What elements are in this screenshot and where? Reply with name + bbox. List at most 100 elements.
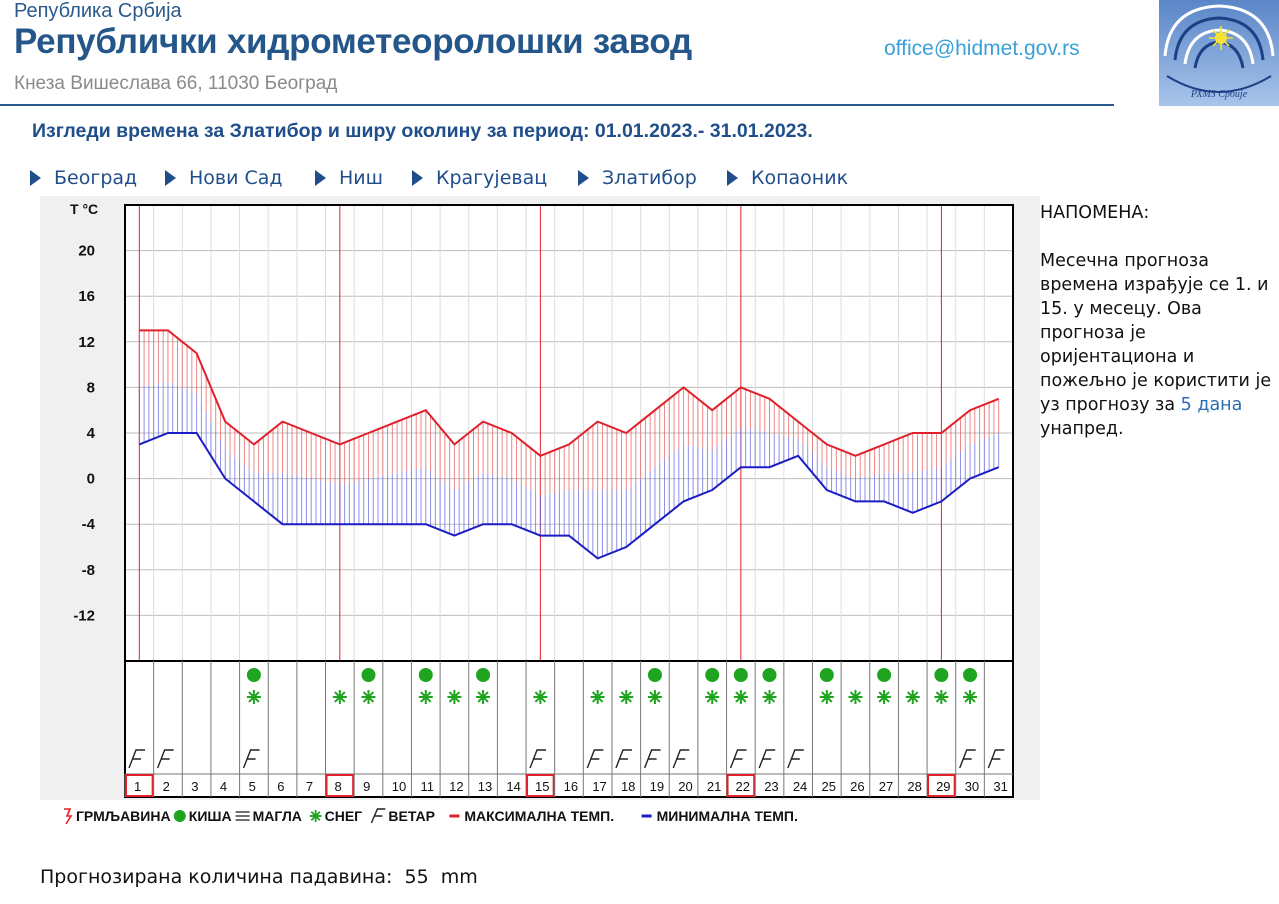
- five-day-forecast-link[interactable]: 5 дана: [1180, 395, 1243, 415]
- snow-ray: [706, 691, 718, 703]
- y-axis-label: T °C: [70, 201, 98, 217]
- y-tick-label: -12: [73, 607, 95, 624]
- snow-icon: [533, 690, 548, 704]
- snow-icon: [447, 690, 462, 704]
- x-tick-label: 18: [621, 779, 635, 794]
- snow-icon: [309, 810, 322, 822]
- chevron-right-icon: [315, 170, 326, 186]
- snow-icon: [361, 690, 376, 704]
- x-tick-label: 5: [249, 779, 256, 794]
- legend-label: МАКСИМАЛНА ТЕМП.: [464, 808, 614, 824]
- x-tick-label: 14: [506, 779, 520, 794]
- week-start-box: [325, 774, 355, 797]
- chevron-right-icon: [578, 170, 589, 186]
- snow-icon: [877, 690, 892, 704]
- x-tick-label: 4: [220, 779, 227, 794]
- snow-icon: [733, 690, 748, 704]
- snow-ray: [591, 691, 604, 703]
- x-tick-label: 25: [821, 779, 835, 794]
- x-tick-label: 22: [736, 779, 750, 794]
- header-divider: [0, 104, 1114, 106]
- x-tick-label: 3: [191, 779, 198, 794]
- y-tick-label: -8: [82, 562, 95, 579]
- snow-ray: [849, 691, 862, 703]
- day-axis: 1 2 3 4 5 6 7 8 9 10 11 12 13 14 15 16 17 18 19 20 21 22 23 24 2…: [124, 773, 1013, 797]
- wind-icon: [615, 749, 632, 769]
- chevron-right-icon: [30, 170, 41, 186]
- rhmz-logo[interactable]: РХМЗ Србије: [1159, 0, 1279, 106]
- x-tick-label: 27: [879, 779, 893, 794]
- legend-label: ВЕТАР: [388, 808, 435, 824]
- y-tick-label: 16: [78, 288, 95, 305]
- snow-icon: [476, 690, 491, 704]
- legend-label: МИНИМАЛНА ТЕМП.: [657, 808, 798, 824]
- nav-item-zlatibor[interactable]: Златибор: [578, 167, 697, 189]
- republic-label: Република Србија: [14, 0, 182, 22]
- legend-label: МАГЛА: [253, 808, 302, 824]
- wind-icon: [156, 749, 174, 769]
- rain-icon: [418, 668, 433, 682]
- snow-ray: [878, 691, 890, 703]
- x-tick-label: 1: [134, 779, 141, 794]
- wind-icon: [370, 808, 386, 824]
- rain-icon: [173, 810, 186, 822]
- nav-item-kragujevac[interactable]: Крагујевац: [412, 167, 547, 189]
- snow-icon: [590, 690, 605, 704]
- x-tick-label: 21: [707, 779, 721, 794]
- note-text: Месечна прогноза времена израђује се 1. …: [1040, 251, 1272, 415]
- snow-ray: [310, 811, 321, 821]
- snow-icon: [819, 690, 834, 704]
- snow-ray: [477, 691, 489, 703]
- precipitation-label: Прогнозирана количина падавина:: [40, 866, 393, 888]
- nav-item-kopaonik[interactable]: Копаоник: [727, 167, 848, 189]
- wind-icon: [128, 749, 145, 769]
- snow-ray: [420, 691, 432, 703]
- snow-ray: [334, 691, 346, 703]
- thunder-icon: [64, 808, 73, 825]
- wind-icon: [643, 749, 661, 769]
- x-tick-label: 9: [363, 779, 370, 794]
- wind-icon: [242, 749, 260, 769]
- snow-icon: [934, 690, 949, 704]
- rain-icon: [647, 668, 662, 682]
- snow-icon: [418, 690, 433, 704]
- rain-icon: [762, 668, 777, 682]
- nav-item-label: Ниш: [339, 167, 384, 189]
- week-start-box: [726, 774, 756, 797]
- x-tick-label: 19: [650, 779, 664, 794]
- week-start-box: [526, 774, 555, 797]
- nav-item-nis[interactable]: Ниш: [315, 167, 383, 189]
- note-box: НАПОМЕНА: Месечна прогноза времена израђ…: [1040, 201, 1275, 441]
- snow-ray: [362, 691, 375, 703]
- snow-ray: [248, 691, 260, 703]
- x-tick-label: 11: [420, 779, 434, 794]
- snow-icon: [762, 690, 777, 704]
- wind-icon: [787, 749, 804, 769]
- x-tick-label: 13: [478, 779, 492, 794]
- nav-item-beograd[interactable]: Београд: [30, 167, 137, 189]
- snow-icon: [332, 690, 347, 704]
- nav-item-novi-sad[interactable]: Нови Сад: [165, 167, 283, 189]
- week-start-box: [927, 774, 956, 797]
- week-start-box: [125, 774, 154, 797]
- x-tick-label: 23: [764, 779, 778, 794]
- temperature-range-hatching: [138, 330, 1000, 559]
- min-temp-line: [138, 432, 1000, 560]
- x-tick-label: 31: [993, 779, 1007, 794]
- nav-item-label: Нови Сад: [189, 167, 283, 189]
- snow-ray: [620, 691, 632, 703]
- institution-title[interactable]: Републички хидрометеоролошки завод: [14, 22, 692, 61]
- rain-icon: [361, 668, 376, 682]
- wind-icon: [959, 749, 976, 769]
- page-title: Изгледи времена за Златибор и ширу околи…: [32, 120, 813, 142]
- precipitation-unit: mm: [440, 866, 478, 888]
- y-tick-label: 0: [87, 471, 95, 488]
- precipitation-summary: Прогнозирана количина падавина: 55 mm: [40, 866, 478, 888]
- wind-icon: [729, 749, 747, 769]
- email-link[interactable]: office@hidmet.gov.rs: [884, 37, 1080, 60]
- x-tick-label: 7: [306, 779, 313, 794]
- nav-item-label: Крагујевац: [436, 167, 548, 189]
- snow-icon: [905, 690, 920, 704]
- weather-strip: [124, 660, 1014, 798]
- snow-icon: [647, 690, 662, 704]
